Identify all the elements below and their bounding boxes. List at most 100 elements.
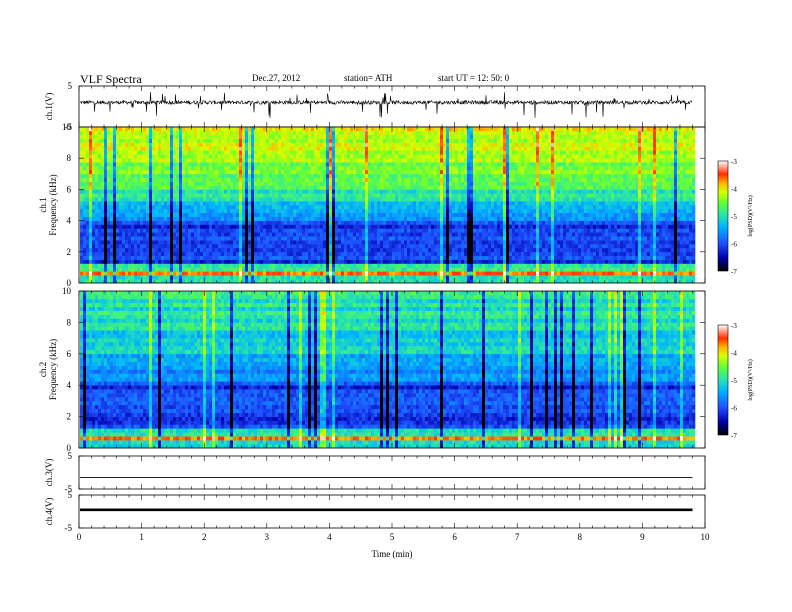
spectrogram-cell [368, 205, 372, 210]
spectrogram-cell [437, 279, 441, 284]
spectrogram-cell [392, 216, 396, 221]
spectrogram-cell [359, 189, 363, 194]
spectrogram-cell [431, 205, 435, 210]
spectrogram-cell [206, 142, 210, 147]
spectrogram-cell [161, 181, 165, 186]
spectrogram-cell [200, 208, 204, 214]
spectrogram-cell [359, 275, 363, 280]
spectrogram-cell [383, 158, 387, 163]
spectrogram-cell [125, 173, 129, 178]
spectrogram-cell [407, 224, 411, 229]
spectrogram-cell [365, 169, 369, 175]
spectrogram-cell [128, 173, 132, 178]
spectrogram-cell [287, 181, 291, 186]
spectrogram-cell [80, 154, 84, 159]
spectrogram-cell [101, 127, 105, 132]
spectrogram-cell [152, 201, 156, 206]
spectrogram-cell [173, 177, 177, 182]
spectrogram-cell [362, 247, 366, 253]
spectrogram-cell [425, 142, 429, 147]
spectrogram-cell [428, 201, 432, 206]
spectrogram-cell [284, 275, 288, 280]
spectrogram-cell [239, 267, 243, 272]
spectrogram-cell [185, 240, 189, 245]
spectrogram-cell [320, 275, 324, 280]
spectrogram-cell [404, 166, 408, 171]
spectrogram-cell [86, 205, 90, 210]
spectrogram-cell [290, 259, 294, 264]
spectrogram-cell [317, 247, 321, 253]
spectrogram-cell [344, 197, 348, 202]
spectrogram-cell [437, 267, 441, 272]
spectrogram-cell [350, 197, 354, 202]
spectrogram-cell [113, 166, 117, 171]
spectrogram-cell [101, 146, 105, 151]
spectrogram-cell [167, 142, 171, 147]
spectrogram-cell [290, 169, 294, 175]
spectrogram-cell [164, 232, 168, 237]
spectrogram-cell [212, 228, 216, 233]
spectrogram-cell [251, 154, 255, 159]
spectrogram-cell [203, 255, 207, 260]
spectrogram-cell [131, 142, 135, 147]
spectrogram-cell [230, 127, 234, 132]
spectrogram-cell [332, 275, 336, 280]
spectrogram-cell [110, 130, 114, 136]
spectrogram-cell [278, 158, 282, 163]
spectrogram-cell [260, 251, 264, 256]
spectrogram-cell [443, 271, 447, 276]
spectrogram-cell [275, 185, 279, 190]
spectrogram-cell [308, 205, 312, 210]
spectrogram-cell [407, 142, 411, 147]
spectrogram-cell [338, 169, 342, 175]
spectrogram-cell [296, 212, 300, 217]
spectrogram-cell [107, 271, 111, 276]
spectrogram-cell [386, 162, 390, 167]
spectrogram-cell [158, 130, 162, 136]
spectrogram-cell [155, 205, 159, 210]
spectrogram-cell [281, 150, 285, 155]
spectrogram-cell [302, 205, 306, 210]
spectrogram-cell [278, 271, 282, 276]
spectrogram-cell [230, 228, 234, 233]
spectrogram-cell [167, 212, 171, 217]
spectrogram-cell [155, 150, 159, 155]
spectrogram-cell [278, 127, 282, 132]
spectrogram-cell [323, 216, 327, 221]
spectrogram-cell [380, 208, 384, 214]
spectrogram-cell [110, 255, 114, 260]
spectrogram-cell [227, 251, 231, 256]
spectrogram-cell [398, 220, 402, 225]
spectrogram-cell [242, 146, 246, 151]
spectrogram-cell [266, 154, 270, 159]
spectrogram-cell [407, 259, 411, 264]
spectrogram-cell [287, 240, 291, 245]
spectrogram-cell [227, 127, 231, 132]
spectrogram-cell [212, 193, 216, 198]
spectrogram-cell [434, 263, 438, 268]
spectrogram-cell [149, 205, 153, 210]
spectrogram-cell [443, 158, 447, 163]
spectrogram-cell [236, 134, 240, 139]
spectrogram-cell [86, 201, 90, 206]
spectrogram-cell [425, 267, 429, 272]
spectrogram-cell [434, 142, 438, 147]
spectrogram-cell [188, 146, 192, 151]
spectrogram-cell [233, 232, 237, 237]
spectrogram-cell [326, 259, 330, 264]
spectrogram-cell [212, 205, 216, 210]
spectrogram-cell [233, 134, 237, 139]
spectrogram-cell [329, 208, 333, 214]
spectrogram-cell [287, 201, 291, 206]
spectrogram-cell [197, 279, 201, 284]
spectrogram-cell [137, 259, 141, 264]
spectrogram-cell [212, 247, 216, 253]
spectrogram-cell [356, 279, 360, 284]
spectrogram-cell [116, 127, 120, 132]
spectrogram-cell [437, 255, 441, 260]
spectrogram-cell [203, 166, 207, 171]
spectrogram-cell [101, 142, 105, 147]
spectrogram-cell [413, 279, 417, 284]
spectrogram-cell [350, 177, 354, 182]
spectrogram-cell [119, 169, 123, 175]
